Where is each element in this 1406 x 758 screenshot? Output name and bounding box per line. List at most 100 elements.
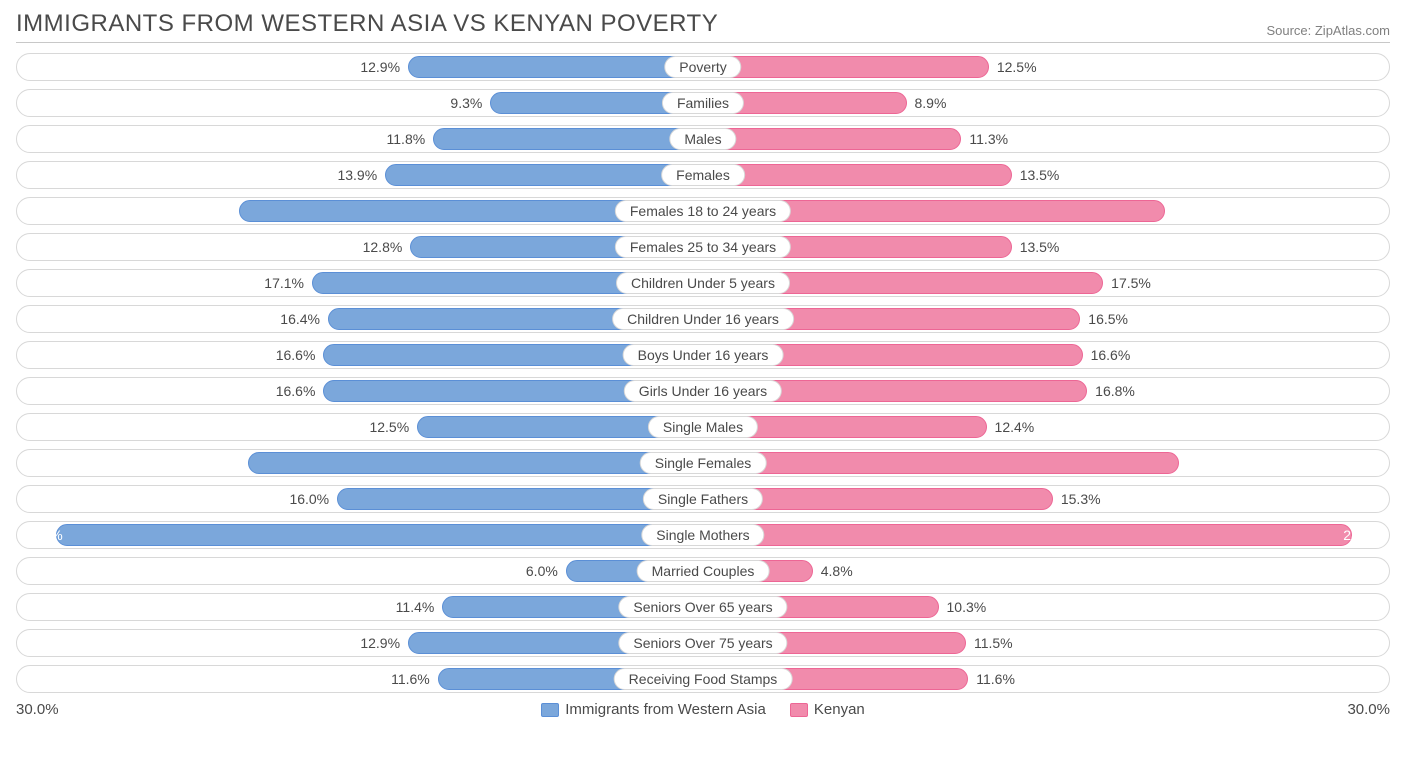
chart-row: 11.4% 10.3% Seniors Over 65 years — [16, 593, 1390, 621]
diverging-bar-chart: 12.9%12.5%Poverty9.3%8.9%Families11.8%11… — [16, 53, 1390, 693]
bar-left — [56, 524, 703, 546]
category-label: Poverty — [664, 56, 741, 78]
bar-half-right: 11.6% — [703, 666, 1389, 692]
bar-half-right: 16.8% — [703, 378, 1389, 404]
legend-label-left: Immigrants from Western Asia — [565, 701, 766, 718]
bar-half-right: 16.5% — [703, 306, 1389, 332]
value-left: 16.4% — [280, 311, 320, 327]
bar-half-left: 11.6% — [17, 666, 703, 692]
bar-half-left: 16.6% — [17, 378, 703, 404]
chart-row: 13.9% 13.5% Females — [16, 161, 1390, 189]
value-right: 28.4% — [1343, 527, 1383, 543]
value-left: 16.0% — [289, 491, 329, 507]
chart-row: 16.4% 16.5% Children Under 16 years — [16, 305, 1390, 333]
value-right: 16.8% — [1095, 383, 1135, 399]
bar-half-left: 20.3% — [17, 198, 703, 224]
bar-half-right: 8.9% — [703, 90, 1389, 116]
value-left: 12.8% — [363, 239, 403, 255]
chart-row: 12.5% 12.4% Single Males — [16, 413, 1390, 441]
bar-half-left: 9.3% — [17, 90, 703, 116]
chart-row: 16.6% 16.6% Boys Under 16 years — [16, 341, 1390, 369]
value-right: 12.5% — [997, 59, 1037, 75]
value-left: 16.6% — [276, 383, 316, 399]
bar-left — [433, 128, 703, 150]
legend-swatch-right — [790, 703, 808, 717]
bar-right — [703, 128, 961, 150]
bar-half-right: 16.6% — [703, 342, 1389, 368]
value-left: 6.0% — [526, 563, 558, 579]
chart-source: Source: ZipAtlas.com — [1266, 23, 1390, 38]
category-label: Seniors Over 65 years — [618, 596, 787, 618]
bar-half-right: 20.2% — [703, 198, 1389, 224]
value-right: 16.5% — [1088, 311, 1128, 327]
bar-half-left: 11.4% — [17, 594, 703, 620]
bar-right — [703, 164, 1012, 186]
legend-item-right: Kenyan — [790, 701, 865, 718]
value-right: 17.5% — [1111, 275, 1151, 291]
value-right: 13.5% — [1020, 239, 1060, 255]
legend-label-right: Kenyan — [814, 701, 865, 718]
chart-row: 12.8% 13.5% Females 25 to 34 years — [16, 233, 1390, 261]
bar-half-right: 11.3% — [703, 126, 1389, 152]
value-left: 17.1% — [264, 275, 304, 291]
bar-half-left: 6.0% — [17, 558, 703, 584]
bar-half-left: 13.9% — [17, 162, 703, 188]
bar-half-left: 16.4% — [17, 306, 703, 332]
legend: Immigrants from Western Asia Kenyan — [86, 701, 1320, 718]
value-right: 20.2% — [1343, 203, 1383, 219]
value-right: 10.3% — [947, 599, 987, 615]
bar-half-right: 20.8% — [703, 450, 1389, 476]
chart-row: 6.0%4.8%Married Couples — [16, 557, 1390, 585]
chart-row: 12.9%11.5%Seniors Over 75 years — [16, 629, 1390, 657]
category-label: Single Males — [648, 416, 758, 438]
value-left: 9.3% — [450, 95, 482, 111]
value-right: 12.4% — [995, 419, 1035, 435]
category-label: Children Under 16 years — [612, 308, 794, 330]
bar-left — [408, 56, 703, 78]
value-right: 11.6% — [976, 671, 1015, 687]
bar-right — [703, 56, 989, 78]
bar-left — [385, 164, 703, 186]
category-label: Males — [669, 128, 736, 150]
value-left: 11.4% — [396, 599, 435, 615]
category-label: Single Mothers — [641, 524, 764, 546]
bar-half-right: 13.5% — [703, 162, 1389, 188]
legend-swatch-left — [541, 703, 559, 717]
value-left: 16.6% — [276, 347, 316, 363]
value-right: 8.9% — [915, 95, 947, 111]
bar-half-left: 11.8% — [17, 126, 703, 152]
bar-half-left: 19.9% — [17, 450, 703, 476]
chart-row: 19.9% 20.8% Single Females — [16, 449, 1390, 477]
value-right: 13.5% — [1020, 167, 1060, 183]
category-label: Females 18 to 24 years — [615, 200, 791, 222]
chart-row: 16.6%16.8%Girls Under 16 years — [16, 377, 1390, 405]
category-label: Receiving Food Stamps — [614, 668, 793, 690]
chart-footer: 30.0% Immigrants from Western Asia Kenya… — [16, 701, 1390, 718]
bar-right — [703, 524, 1352, 546]
axis-max-right: 30.0% — [1320, 701, 1390, 718]
bar-half-right: 10.3% — [703, 594, 1389, 620]
category-label: Single Fathers — [643, 488, 763, 510]
category-label: Boys Under 16 years — [623, 344, 784, 366]
value-right: 11.3% — [969, 131, 1008, 147]
value-right: 4.8% — [821, 563, 853, 579]
chart-row: 20.3% 20.2% Females 18 to 24 years — [16, 197, 1390, 225]
bar-half-left: 28.3% — [17, 522, 703, 548]
bar-half-right: 4.8% — [703, 558, 1389, 584]
value-left: 12.5% — [369, 419, 409, 435]
value-right: 16.6% — [1091, 347, 1131, 363]
value-left: 28.3% — [23, 527, 63, 543]
value-left: 19.9% — [23, 455, 63, 471]
value-left: 11.6% — [391, 671, 430, 687]
bar-half-right: 13.5% — [703, 234, 1389, 260]
bar-left — [248, 452, 703, 474]
category-label: Children Under 5 years — [616, 272, 790, 294]
value-right: 20.8% — [1343, 455, 1383, 471]
category-label: Females — [661, 164, 745, 186]
bar-half-left: 12.8% — [17, 234, 703, 260]
bar-half-left: 12.5% — [17, 414, 703, 440]
bar-half-left: 17.1% — [17, 270, 703, 296]
category-label: Females 25 to 34 years — [615, 236, 791, 258]
value-left: 20.3% — [23, 203, 63, 219]
category-label: Single Females — [640, 452, 767, 474]
